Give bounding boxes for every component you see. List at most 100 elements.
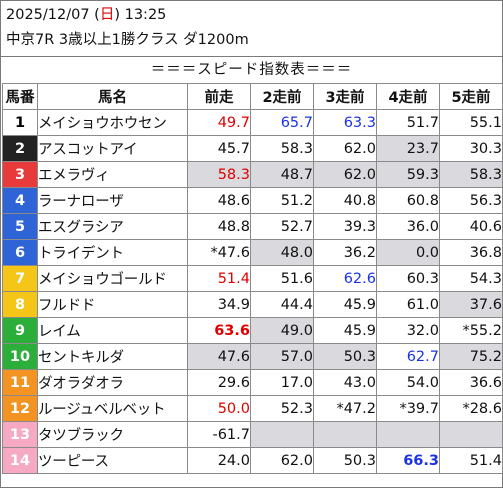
horse-name: メイショウホウセン	[37, 109, 188, 136]
speed-index-value: 36.0	[376, 213, 440, 240]
speed-index-table: 馬番 馬名 前走 2走前 3走前 4走前 5走前 1 メイショウホウセン 49.7 6…	[2, 83, 503, 474]
speed-index-value: 63.6	[187, 317, 251, 344]
speed-index-value: *55.2	[439, 317, 503, 344]
horse-number: 3	[2, 161, 38, 188]
table-row: 6 トライデント *47.6 48.0 36.2 0.0 36.8	[2, 239, 503, 266]
speed-index-value: 63.3	[313, 109, 377, 136]
speed-index-value: 62.6	[313, 265, 377, 292]
horse-number: 12	[2, 395, 38, 422]
speed-index-value: 56.3	[439, 187, 503, 214]
horse-name: ルージュベルベット	[37, 395, 188, 422]
speed-index-value: 0.0	[376, 239, 440, 266]
speed-index-value: 36.2	[313, 239, 377, 266]
col-header-5-races-ago: 5走前	[439, 83, 503, 110]
speed-index-value: 57.0	[250, 343, 314, 370]
horse-number: 4	[2, 187, 38, 214]
speed-index-value	[439, 421, 503, 448]
table-row: 14 ツーピース 24.0 62.0 50.3 66.3 51.4	[2, 447, 503, 474]
speed-index-value: 44.4	[250, 291, 314, 318]
divider	[1, 56, 502, 57]
speed-index-value	[250, 421, 314, 448]
speed-index-value: 58.3	[439, 161, 503, 188]
table-row: 11 ダオラダオラ 29.6 17.0 43.0 54.0 36.6	[2, 369, 503, 396]
speed-index-value: 50.3	[313, 343, 377, 370]
speed-index-value: 55.1	[439, 109, 503, 136]
speed-index-value: 65.7	[250, 109, 314, 136]
speed-index-value: 58.3	[187, 161, 251, 188]
col-header-horse-name: 馬名	[37, 83, 188, 110]
horse-number: 1	[2, 109, 38, 136]
speed-index-value: 24.0	[187, 447, 251, 474]
horse-number: 6	[2, 239, 38, 266]
speed-index-value: 54.0	[376, 369, 440, 396]
table-row: 12 ルージュベルベット 50.0 52.3 *47.2 *39.7 *28.6	[2, 395, 503, 422]
speed-index-value: 39.3	[313, 213, 377, 240]
speed-index-value: 45.9	[313, 317, 377, 344]
table-row: 13 タツブラック -61.7	[2, 421, 503, 448]
speed-index-value: 23.7	[376, 135, 440, 162]
speed-index-value: 75.2	[439, 343, 503, 370]
speed-index-value: 40.8	[313, 187, 377, 214]
date-prefix: 2025/12/07 (	[6, 7, 100, 23]
speed-index-value: -61.7	[187, 421, 251, 448]
table-banner: ＝＝＝スピード指数表＝＝＝	[150, 62, 353, 78]
table-row: 3 エメラヴィ 58.3 48.7 62.0 59.3 58.3	[2, 161, 503, 188]
race-title: 中京7R 3歳以上1勝クラス ダ1200m	[6, 32, 249, 48]
speed-index-value: 62.7	[376, 343, 440, 370]
horse-name: タツブラック	[37, 421, 188, 448]
table-row: 5 エスグラシア 48.8 52.7 39.3 36.0 40.6	[2, 213, 503, 240]
col-header-number: 馬番	[2, 83, 38, 110]
speed-index-value: 51.6	[250, 265, 314, 292]
weekday: 日	[99, 7, 115, 23]
speed-index-value: 60.8	[376, 187, 440, 214]
speed-index-value	[376, 421, 440, 448]
speed-index-value: 45.7	[187, 135, 251, 162]
speed-index-value: 49.0	[250, 317, 314, 344]
horse-name: ダオラダオラ	[37, 369, 188, 396]
speed-index-value: 48.8	[187, 213, 251, 240]
table-row: 10 セントキルダ 47.6 57.0 50.3 62.7 75.2	[2, 343, 503, 370]
speed-index-value: 60.3	[376, 265, 440, 292]
horse-name: レイム	[37, 317, 188, 344]
table-row: 8 フルドド 34.9 44.4 45.9 61.0 37.6	[2, 291, 503, 318]
speed-index-value: 50.0	[187, 395, 251, 422]
speed-index-value: 17.0	[250, 369, 314, 396]
speed-index-value: 62.0	[250, 447, 314, 474]
speed-index-value: 29.6	[187, 369, 251, 396]
speed-index-value: 48.6	[187, 187, 251, 214]
horse-name: エスグラシア	[37, 213, 188, 240]
speed-index-value: 51.7	[376, 109, 440, 136]
horse-number: 7	[2, 265, 38, 292]
speed-index-value: 51.2	[250, 187, 314, 214]
horse-number: 10	[2, 343, 38, 370]
horse-number: 13	[2, 421, 38, 448]
table-body: 1 メイショウホウセン 49.7 65.7 63.3 51.7 55.1 2 アスコットアイ 45…	[2, 109, 503, 474]
table-row: 4 ラーナローザ 48.6 51.2 40.8 60.8 56.3	[2, 187, 503, 214]
speed-index-value: 54.3	[439, 265, 503, 292]
speed-index-value: 51.4	[439, 447, 503, 474]
speed-index-value: 52.3	[250, 395, 314, 422]
col-header-3-races-ago: 3走前	[313, 83, 377, 110]
horse-number: 11	[2, 369, 38, 396]
table-row: 1 メイショウホウセン 49.7 65.7 63.3 51.7 55.1	[2, 109, 503, 136]
speed-index-value: 48.0	[250, 239, 314, 266]
speed-index-value: *28.6	[439, 395, 503, 422]
horse-name: フルドド	[37, 291, 188, 318]
speed-index-value: 43.0	[313, 369, 377, 396]
speed-index-value: 59.3	[376, 161, 440, 188]
speed-index-value: 51.4	[187, 265, 251, 292]
speed-index-value: 40.6	[439, 213, 503, 240]
speed-index-value: 52.7	[250, 213, 314, 240]
speed-index-value: 66.3	[376, 447, 440, 474]
speed-index-value: 47.6	[187, 343, 251, 370]
col-header-2-races-ago: 2走前	[250, 83, 314, 110]
speed-index-value: 36.6	[439, 369, 503, 396]
horse-name: エメラヴィ	[37, 161, 188, 188]
speed-index-value: 30.3	[439, 135, 503, 162]
speed-index-value: 50.3	[313, 447, 377, 474]
speed-index-value	[313, 421, 377, 448]
speed-index-value: 45.9	[313, 291, 377, 318]
horse-name: ラーナローザ	[37, 187, 188, 214]
horse-name: ツーピース	[37, 447, 188, 474]
